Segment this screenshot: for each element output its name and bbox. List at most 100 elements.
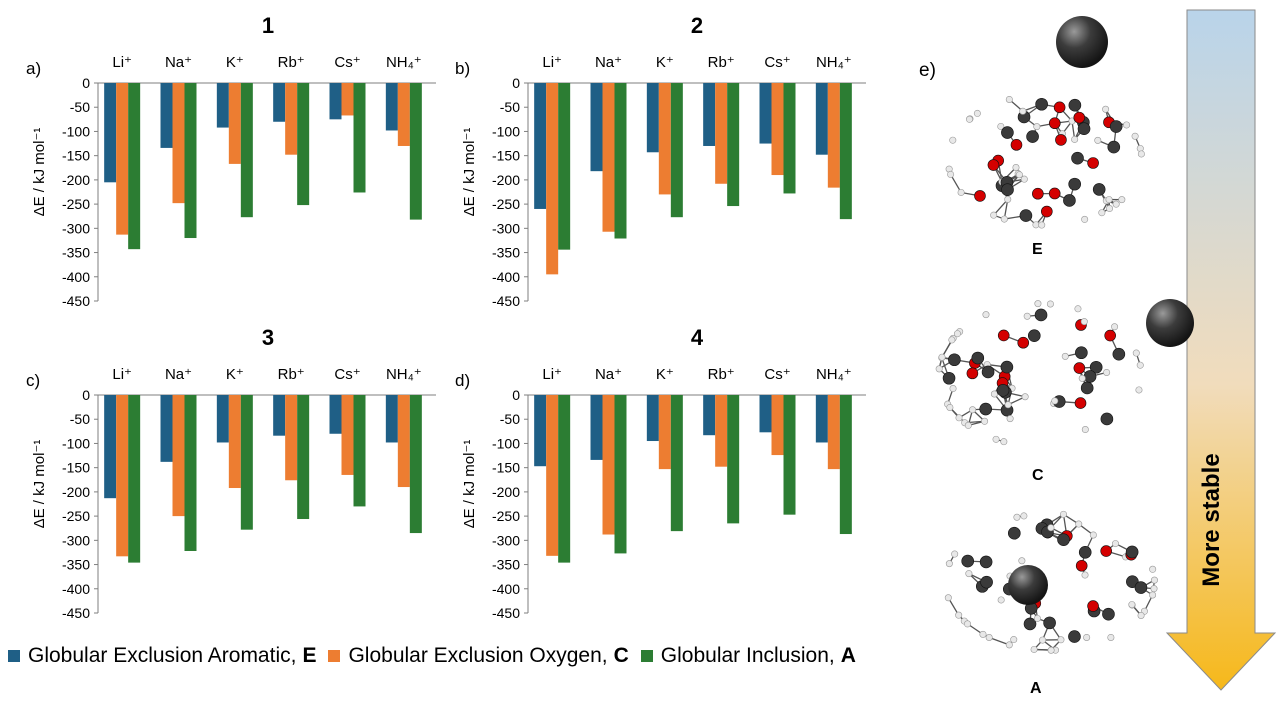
atom <box>1017 336 1030 349</box>
y-tick-label: -250 <box>62 196 90 212</box>
atom <box>1057 636 1065 644</box>
y-tick-label: -400 <box>62 581 90 597</box>
atom <box>1051 397 1059 405</box>
charts-area: 1 a) ΔE / kJ mol⁻¹ 0 -50 -100 -150 -200 -250 -300… <box>26 13 866 621</box>
y-tick-label: -450 <box>492 605 520 621</box>
bar-c <box>602 395 615 535</box>
bar-e <box>590 83 603 172</box>
atom <box>979 630 987 638</box>
atom <box>1055 134 1067 146</box>
category-label: NH₄⁺ <box>386 366 422 383</box>
category-label: Rb⁺ <box>708 366 735 383</box>
atom <box>949 385 957 393</box>
atom <box>1109 120 1123 133</box>
atom <box>1137 150 1145 158</box>
y-tick-label: -300 <box>492 220 520 236</box>
category-label: Rb⁺ <box>278 366 305 383</box>
panel-letter: b) <box>455 59 470 78</box>
chart-title: 4 <box>691 325 704 350</box>
chart-1: 1 a) ΔE / kJ mol⁻¹ 0 -50 -100 -150 -200 -250 -300… <box>26 13 436 309</box>
bar-a <box>353 83 366 193</box>
atom <box>969 406 977 414</box>
atom <box>1075 346 1088 360</box>
category-label: NH₄⁺ <box>386 54 422 71</box>
atom <box>1041 205 1053 218</box>
y-tick-label: -50 <box>70 99 90 115</box>
y-axis-label: ΔE / kJ mol⁻¹ <box>461 440 478 529</box>
atom <box>1083 370 1097 383</box>
bar-a <box>128 395 141 563</box>
atom <box>1107 140 1121 154</box>
atom <box>1075 559 1088 572</box>
bar-a <box>240 83 253 218</box>
chart-title: 1 <box>262 13 274 38</box>
y-tick-label: -100 <box>492 435 520 451</box>
atom <box>1005 95 1013 103</box>
atom <box>1048 187 1061 200</box>
atom <box>1078 545 1092 559</box>
atom <box>1073 362 1086 374</box>
bar-a <box>670 395 683 532</box>
atom <box>971 351 985 365</box>
atom <box>1102 607 1115 621</box>
bar-e <box>216 395 229 443</box>
atom <box>1023 312 1031 320</box>
chart-3: 3 c) ΔE / kJ mol⁻¹ 0 -50 -100 -150 -200 -250 -300… <box>26 325 436 621</box>
atom <box>1077 122 1091 136</box>
atom <box>1136 361 1144 369</box>
bar-e <box>815 83 828 155</box>
atom <box>948 353 961 367</box>
atom <box>1074 305 1082 313</box>
y-tick-label: -200 <box>492 484 520 500</box>
atom <box>1083 633 1091 641</box>
legend-swatch-e <box>8 650 20 662</box>
atom <box>1131 132 1139 140</box>
bar-a <box>128 83 141 250</box>
atom <box>1150 585 1158 593</box>
bar-a <box>558 395 571 563</box>
legend-text-e: Globular Exclusion Aromatic, <box>28 644 297 667</box>
atom <box>1033 123 1041 131</box>
legend-text-a: Globular Inclusion, <box>660 644 835 667</box>
atom <box>1105 196 1113 204</box>
atom <box>1039 636 1047 644</box>
y-tick-label: -300 <box>62 220 90 236</box>
atom <box>1000 360 1014 374</box>
atom <box>938 353 946 361</box>
atom <box>1019 209 1033 222</box>
bar-a <box>184 395 197 551</box>
chart-4: 4 d) ΔE / kJ mol⁻¹ 0 -50 -100 -150 -200 -250 -300… <box>455 325 866 621</box>
atom <box>1111 540 1119 548</box>
atom <box>1102 105 1110 113</box>
atom <box>1150 576 1158 584</box>
bar-e <box>759 83 772 144</box>
legend: Globular Exclusion Aromatic, E Globular … <box>8 640 868 672</box>
bond <box>993 198 1009 216</box>
atom <box>987 159 1000 171</box>
atom <box>966 367 979 380</box>
atom <box>1092 183 1106 196</box>
bar-c <box>285 395 298 481</box>
atom <box>1100 545 1112 557</box>
atom <box>990 211 998 219</box>
atom <box>1032 187 1044 200</box>
atom <box>1104 329 1116 342</box>
cation-sphere <box>1056 16 1108 68</box>
category-label: Na⁺ <box>595 366 622 383</box>
chart-title: 3 <box>262 325 274 350</box>
bar-e <box>703 83 716 146</box>
y-tick-label: -250 <box>62 508 90 524</box>
bar-e <box>385 395 398 443</box>
structures-panel <box>935 9 1277 691</box>
bar-c <box>715 83 728 184</box>
atom <box>1107 633 1115 641</box>
bar-a <box>409 395 422 534</box>
legend-item-c: Globular Exclusion Oxygen, C <box>328 644 629 668</box>
bar-c <box>827 83 840 188</box>
atom <box>982 311 990 319</box>
bar-c <box>228 83 241 164</box>
atom <box>1018 557 1026 565</box>
stability-arrow <box>1165 9 1277 691</box>
atom <box>1132 349 1140 357</box>
bar-e <box>703 395 716 436</box>
